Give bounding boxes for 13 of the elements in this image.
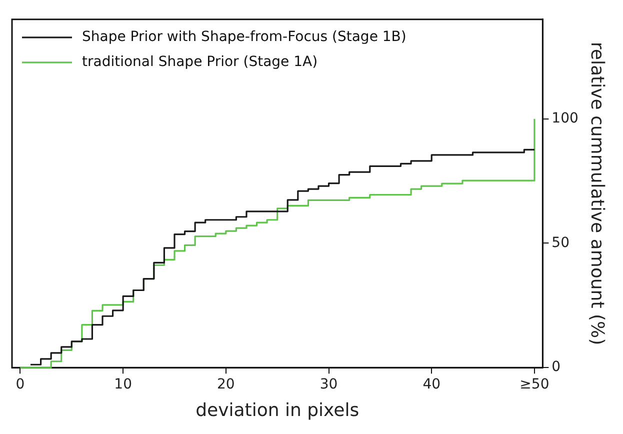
x-axis-title: deviation in pixels — [196, 400, 360, 421]
x-tick-label: ≥50 — [520, 376, 550, 393]
y-tick-label: 100 — [552, 110, 578, 127]
x-tick-label: 20 — [217, 376, 235, 393]
legend-label: traditional Shape Prior (Stage 1A) — [82, 54, 318, 70]
x-tick-label: 30 — [320, 376, 338, 393]
legend-label: Shape Prior with Shape-from-Focus (Stage 1B) — [82, 29, 406, 46]
y-tick-label: 50 — [552, 234, 570, 251]
y-axis-title: relative cummulative amount (%) — [586, 42, 608, 346]
x-tick-label: 40 — [422, 376, 441, 393]
x-tick-label: 10 — [114, 376, 132, 393]
y-tick-label: 0 — [552, 359, 561, 376]
x-tick-label: 0 — [16, 376, 25, 393]
